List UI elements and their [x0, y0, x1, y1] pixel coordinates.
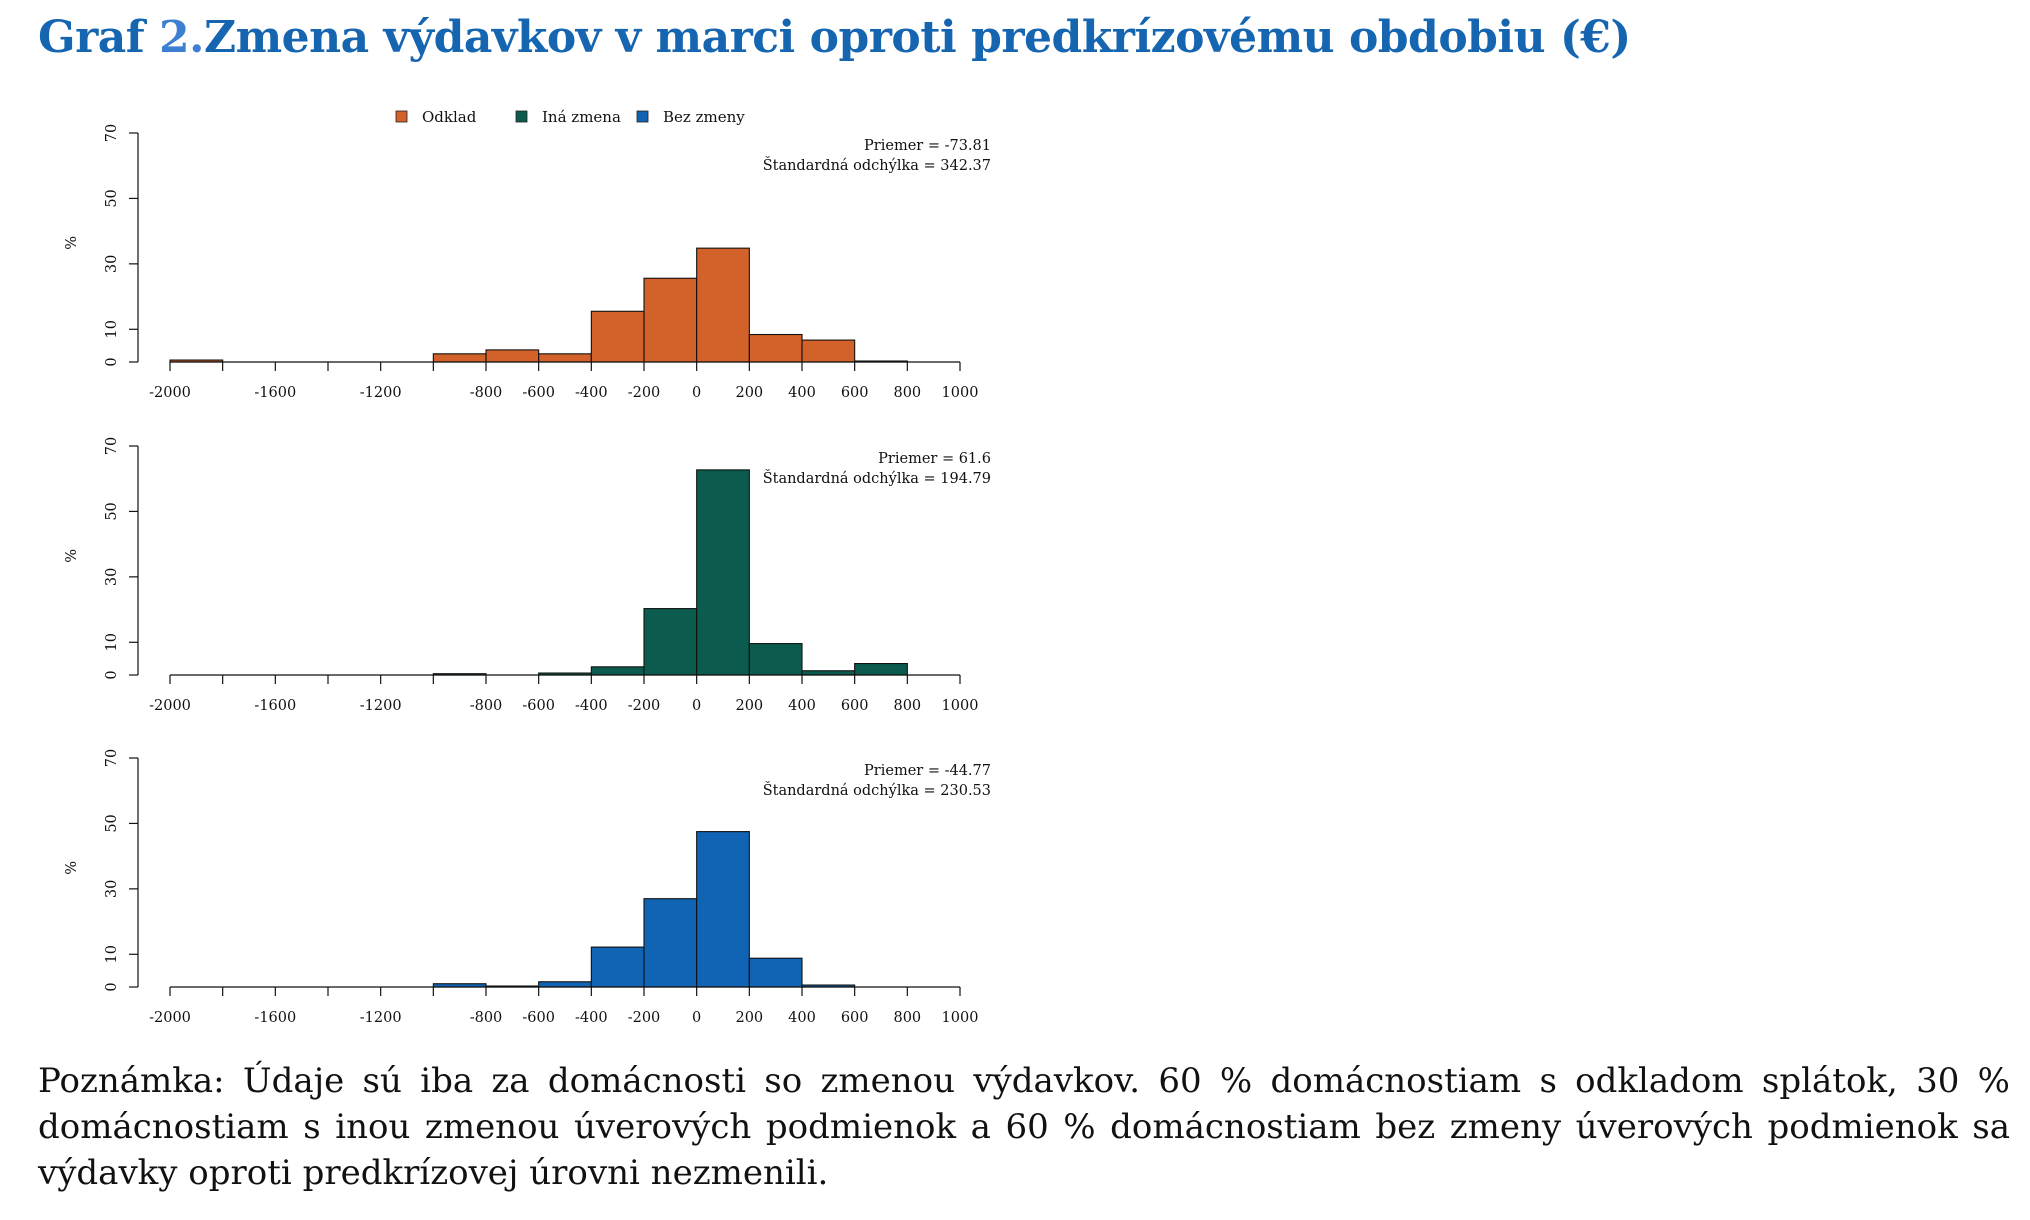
x-tick-label: -400 — [575, 1010, 608, 1026]
histogram-bar — [696, 469, 750, 676]
x-tick-label: 1000 — [942, 385, 979, 401]
histogram-bar — [590, 946, 645, 988]
x-tick-label: 600 — [841, 385, 869, 401]
y-tick-label: 0 — [104, 982, 120, 991]
x-tick-label: -200 — [628, 1010, 661, 1026]
x-tick-label: -2000 — [149, 698, 191, 714]
y-tick-label: 10 — [104, 945, 120, 963]
y-tick-label: 30 — [104, 568, 120, 586]
legend: Odklad Iná zmena Bez zmeny — [395, 108, 745, 126]
histogram-bar — [590, 310, 645, 363]
x-tick-label: 1000 — [942, 1010, 979, 1026]
x-tick-label: -400 — [575, 698, 608, 714]
title-number: 2. — [159, 12, 204, 63]
y-tick-label: 0 — [104, 357, 120, 366]
y-tick-label: 70 — [104, 124, 120, 142]
histogram-bar — [854, 662, 908, 676]
footnote: Poznámka: Údaje sú iba za domácnosti so … — [38, 1061, 2010, 1193]
x-tick-label: -200 — [628, 698, 661, 714]
histogram-bar — [801, 670, 856, 676]
y-axis-label: % — [64, 861, 80, 875]
histogram-bar — [485, 349, 540, 363]
stat-sd: Štandardná odchýlka = 194.79 — [763, 469, 991, 487]
x-tick-label: 200 — [735, 698, 763, 714]
chart-title: Graf 2.Zmena výdavkov v marci oproti pre… — [38, 12, 1631, 63]
y-tick-label: 50 — [104, 814, 120, 832]
x-tick-label: -800 — [470, 698, 503, 714]
x-tick-label: 800 — [893, 385, 921, 401]
stat-sd: Štandardná odchýlka = 230.53 — [763, 781, 991, 799]
x-tick-label: 200 — [735, 1010, 763, 1026]
histogram-bar — [643, 898, 698, 988]
stat-mean: Priemer = -73.81 — [864, 138, 991, 154]
legend-label-1: Odklad — [422, 108, 477, 126]
x-tick-label: -1200 — [360, 1010, 402, 1026]
x-tick-label: 600 — [841, 698, 869, 714]
x-tick-label: -1600 — [254, 698, 296, 714]
x-tick-label: 0 — [692, 698, 701, 714]
x-tick-label: -1600 — [254, 385, 296, 401]
legend-label-2: Iná zmena — [542, 108, 621, 126]
histogram-bar — [748, 957, 803, 988]
title-text: Zmena výdavkov v marci oproti predkrízov… — [203, 12, 1631, 63]
histogram-bar — [590, 666, 645, 676]
title-prefix: Graf — [38, 12, 160, 63]
x-tick-label: -600 — [522, 385, 555, 401]
x-tick-label: -400 — [575, 385, 608, 401]
y-axis-label: % — [64, 549, 80, 563]
x-tick-label: -2000 — [149, 1010, 191, 1026]
y-tick-label: 10 — [104, 320, 120, 338]
stat-mean: Priemer = 61.6 — [878, 451, 991, 467]
y-tick-label: 50 — [104, 502, 120, 520]
x-tick-label: 800 — [893, 1010, 921, 1026]
histogram-bar — [748, 333, 803, 363]
y-tick-label: 50 — [104, 189, 120, 207]
x-tick-label: -2000 — [149, 385, 191, 401]
stat-mean: Priemer = -44.77 — [864, 763, 991, 779]
histogram-bar — [696, 831, 750, 988]
legend-swatch-3 — [636, 110, 649, 123]
x-tick-label: -1200 — [360, 385, 402, 401]
y-tick-label: 10 — [104, 633, 120, 651]
x-tick-label: -800 — [470, 1010, 503, 1026]
histogram-bar — [538, 981, 592, 988]
histogram-figure: Odklad Iná zmena Bez zmeny 010305070%-2000… — [64, 108, 991, 1026]
legend-label-3: Bez zmeny — [663, 108, 745, 126]
histogram-bar — [801, 339, 856, 363]
histogram-bar — [643, 608, 698, 676]
x-tick-label: -600 — [522, 1010, 555, 1026]
y-tick-label: 70 — [104, 437, 120, 455]
x-tick-label: 200 — [735, 385, 763, 401]
y-tick-label: 30 — [104, 880, 120, 898]
histogram-bar — [538, 353, 592, 363]
legend-swatch-2 — [515, 110, 528, 123]
y-tick-label: 30 — [104, 255, 120, 273]
x-tick-label: 0 — [692, 1010, 701, 1026]
x-tick-label: 800 — [893, 698, 921, 714]
stat-sd: Štandardná odchýlka = 342.37 — [763, 156, 991, 174]
histogram-bar — [696, 247, 750, 363]
x-tick-label: -600 — [522, 698, 555, 714]
x-tick-label: -200 — [628, 385, 661, 401]
legend-swatch-1 — [395, 110, 408, 123]
x-tick-label: 1000 — [942, 698, 979, 714]
y-axis-label: % — [64, 236, 80, 250]
histogram-bar — [643, 277, 698, 363]
x-tick-label: -1200 — [360, 698, 402, 714]
y-tick-label: 70 — [104, 749, 120, 767]
histogram-bar — [748, 643, 803, 676]
x-tick-label: 0 — [692, 385, 701, 401]
histogram-bar — [432, 353, 487, 363]
x-tick-label: 600 — [841, 1010, 869, 1026]
x-tick-label: 400 — [788, 698, 816, 714]
x-tick-label: -1600 — [254, 1010, 296, 1026]
y-tick-label: 0 — [104, 670, 120, 679]
x-tick-label: 400 — [788, 385, 816, 401]
x-tick-label: -800 — [470, 385, 503, 401]
x-tick-label: 400 — [788, 1010, 816, 1026]
